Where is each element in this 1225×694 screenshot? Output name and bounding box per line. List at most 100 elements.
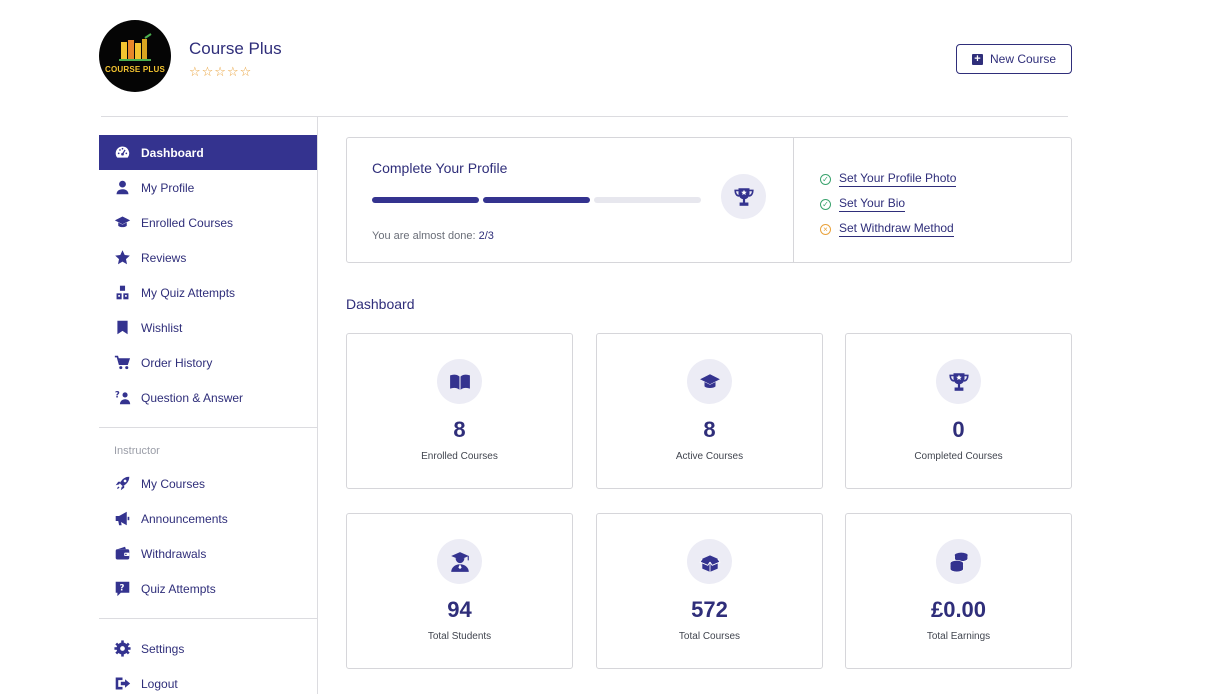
question-answer-icon: ? [115, 391, 131, 405]
stat-value: 572 [691, 597, 728, 622]
profile-card-title: Complete Your Profile [372, 160, 508, 176]
sidebar-item-enrolled-courses[interactable]: Enrolled Courses [99, 205, 317, 240]
pending-circle-icon: × [820, 224, 831, 235]
site-logo[interactable]: COURSE PLUS [99, 20, 171, 92]
header: COURSE PLUS Course Plus ☆☆☆☆☆ + New Cour… [99, 20, 1072, 92]
logout-icon [115, 677, 131, 690]
books-logo-icon [119, 33, 152, 61]
svg-text:?: ? [115, 391, 120, 401]
dashboard-icon [115, 146, 130, 158]
header-divider [101, 116, 1068, 117]
sidebar-item-my-profile[interactable]: My Profile [99, 170, 317, 205]
checklist-link[interactable]: Set Your Profile Photo [839, 171, 957, 187]
checklist-link[interactable]: Set Withdraw Method [839, 221, 954, 237]
sidebar: Dashboard My Profile Enrolled Courses Re… [99, 135, 317, 694]
logo-text: COURSE PLUS [105, 65, 165, 74]
stat-card-completed-courses: 0 Completed Courses [845, 333, 1072, 489]
sidebar-item-dashboard[interactable]: Dashboard [99, 135, 317, 170]
check-circle-icon: ✓ [820, 174, 831, 185]
gear-icon [114, 640, 131, 657]
student-icon [450, 551, 469, 572]
check-circle-icon: ✓ [820, 199, 831, 210]
megaphone-icon [115, 511, 130, 526]
sidebar-item-wishlist[interactable]: Wishlist [99, 310, 317, 345]
checklist-item-bio[interactable]: ✓ Set Your Bio [820, 192, 956, 217]
stat-value: 0 [952, 417, 965, 442]
profile-progress-bar [372, 197, 701, 203]
nav-divider [99, 618, 317, 619]
profile-progress-panel: Complete Your Profile You are almost don… [347, 138, 794, 262]
sidebar-item-announcements[interactable]: Announcements [99, 501, 317, 536]
stat-card-enrolled-courses: 8 Enrolled Courses [346, 333, 573, 489]
open-book-icon [449, 374, 470, 390]
coins-icon [949, 552, 968, 572]
stat-icon-circle [936, 539, 981, 584]
stat-icon-circle [936, 359, 981, 404]
new-course-label: New Course [989, 52, 1057, 66]
sidebar-item-label: Order History [141, 355, 213, 370]
sidebar-item-my-quiz-attempts[interactable]: My Quiz Attempts [99, 275, 317, 310]
progress-segment [483, 197, 590, 203]
stat-icon-circle [437, 359, 482, 404]
sidebar-item-order-history[interactable]: Order History [99, 345, 317, 380]
rating-stars: ☆☆☆☆☆ [189, 64, 253, 79]
sidebar-item-label: Settings [141, 641, 185, 656]
progress-value: 2/3 [478, 230, 494, 242]
sidebar-item-label: Wishlist [141, 320, 183, 335]
sidebar-item-reviews[interactable]: Reviews [99, 240, 317, 275]
rocket-icon [115, 476, 130, 491]
nav-divider [99, 427, 317, 428]
stat-value: £0.00 [930, 597, 987, 622]
sidebar-item-settings[interactable]: Settings [99, 631, 317, 666]
stat-label: Active Courses [675, 451, 744, 462]
stat-value: 8 [703, 417, 716, 442]
stat-icon-circle [687, 359, 732, 404]
new-course-button[interactable]: + New Course [956, 44, 1072, 74]
sidebar-divider [317, 117, 318, 694]
graduation-cap-icon [699, 373, 720, 388]
sidebar-item-label: Dashboard [141, 145, 204, 160]
plus-icon: + [971, 53, 983, 65]
sidebar-item-logout[interactable]: Logout [99, 666, 317, 694]
stat-label: Total Students [427, 631, 492, 642]
stat-card-total-students: 94 Total Students [346, 513, 573, 669]
sidebar-item-label: Reviews [141, 250, 187, 265]
stat-label: Completed Courses [914, 451, 1003, 462]
stat-card-total-courses: 572 Total Courses [596, 513, 823, 669]
stat-value: 94 [447, 597, 472, 622]
site-title: Course Plus [189, 39, 282, 58]
graduation-cap-icon [114, 216, 131, 228]
star-icon [115, 250, 130, 265]
progress-segment [372, 197, 479, 203]
checklist-item-profile-photo[interactable]: ✓ Set Your Profile Photo [820, 167, 957, 192]
sidebar-item-label: Quiz Attempts [141, 581, 216, 596]
bookmark-icon [117, 320, 128, 335]
stat-value: 8 [453, 417, 466, 442]
box-icon [698, 554, 721, 572]
sidebar-item-question-answer[interactable]: ? Question & Answer [99, 380, 317, 415]
profile-checklist: ✓ Set Your Profile Photo ✓ Set Your Bio … [820, 167, 957, 242]
trophy-icon [733, 187, 754, 206]
stat-card-total-earnings: £0.00 Total Earnings [845, 513, 1072, 669]
stat-label: Total Courses [678, 631, 741, 642]
cart-icon [114, 355, 131, 370]
sidebar-item-withdrawals[interactable]: Withdrawals [99, 536, 317, 571]
trophy-icon [948, 372, 969, 391]
sidebar-item-label: Enrolled Courses [141, 215, 234, 230]
progress-text: You are almost done: 2/3 [372, 230, 494, 242]
checklist-link[interactable]: Set Your Bio [839, 196, 906, 212]
stat-icon-circle [687, 539, 732, 584]
progress-prefix: You are almost done: [372, 230, 479, 242]
dashboard-section-title: Dashboard [346, 296, 415, 312]
stat-label: Enrolled Courses [421, 451, 498, 462]
sidebar-item-label: My Quiz Attempts [141, 285, 236, 300]
checklist-item-withdraw-method[interactable]: × Set Withdraw Method [820, 217, 956, 242]
user-icon [116, 180, 129, 195]
sidebar-item-my-courses[interactable]: My Courses [99, 466, 317, 501]
profile-completion-card: Complete Your Profile You are almost don… [346, 137, 1072, 263]
instructor-heading: Instructor [114, 445, 160, 457]
sidebar-item-label: My Courses [141, 476, 206, 491]
trophy-badge [721, 174, 766, 219]
sidebar-item-quiz-attempts[interactable]: ? Quiz Attempts [99, 571, 317, 606]
svg-text:?: ? [120, 584, 125, 594]
